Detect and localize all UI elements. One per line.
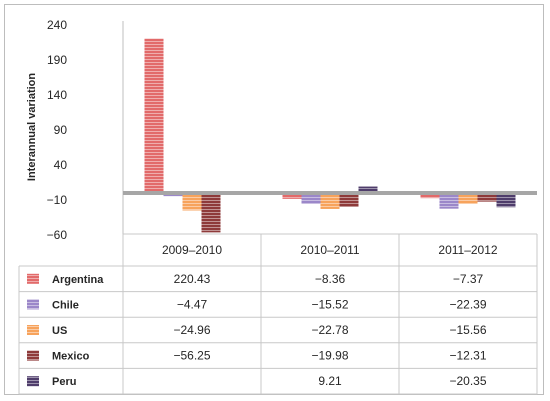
bar-stripes [182,193,202,211]
bar-mexico-2 [477,193,497,202]
legend-label: Chile [52,299,79,311]
legend-label: US [52,325,67,337]
data-label: −19.98 [311,349,348,363]
chart-frame: Interannual variation 240 190 140 90 40 −10 −6… [4,4,544,395]
bar-chart: Interannual variation 240 190 140 90 40 −10 −6… [18,18,538,395]
data-label: −56.25 [173,349,210,363]
bar-stripes [339,193,359,207]
data-label: −15.56 [449,323,486,337]
legend-key-us [27,325,39,335]
legend-key-argentina [27,273,39,284]
legend-swatch-stripes [27,273,39,284]
bar-argentina-2 [420,193,440,199]
bar-stripes [420,193,440,199]
y-axis: 240 190 140 90 40 −10 −60 [47,18,124,242]
legend-key-chile [27,299,39,310]
bar-argentina-1 [282,193,302,199]
data-label: −20.35 [449,374,486,388]
legend-key-peru [27,376,39,387]
legend-key-mexico [27,350,39,361]
data-label: −4.47 [177,297,208,311]
y-tick-label: 90 [54,123,68,137]
y-axis-label: Interannual variation [26,73,38,181]
category-label: 2011–2012 [438,243,498,257]
data-label: −24.96 [173,323,210,337]
bar-stripes [282,193,302,199]
bar-mexico-0 [201,193,221,233]
bar-us-0 [182,193,202,211]
y-tick-label: −10 [47,193,68,207]
category-label: 2009–2010 [162,243,222,257]
bar-stripes [477,193,497,202]
bar-peru-2 [496,193,516,208]
bar-chile-2 [439,193,459,209]
category-label: 2010–2011 [300,243,360,257]
bar-us-2 [458,193,478,204]
data-table: 2009–2010 2010–2011 2011–2012 Argentina 220.… [18,233,538,395]
bar-chile-1 [301,193,321,204]
bar-stripes [144,38,164,193]
data-label: 9.21 [318,374,342,388]
bar-stripes [358,186,378,193]
legend-label: Peru [52,376,76,388]
y-tick-label: 40 [54,158,68,172]
data-label: −15.52 [311,297,348,311]
legend-label: Mexico [52,351,90,363]
data-label: −8.36 [315,272,346,286]
bar-stripes [201,193,221,233]
legend-swatch-stripes [27,325,39,335]
bar-mexico-1 [339,193,359,207]
legend-swatch-stripes [27,350,39,361]
bar-stripes [458,193,478,204]
legend-label: Argentina [52,274,104,286]
legend-swatch-stripes [27,299,39,310]
data-label: −22.78 [311,323,348,337]
y-tick-label: 240 [47,18,67,32]
bar-stripes [439,193,459,209]
bar-stripes [320,193,340,209]
y-tick-label: 190 [47,53,67,67]
y-tick-label: 140 [47,88,67,102]
data-label: −7.37 [453,272,484,286]
data-label: −22.39 [449,297,486,311]
bar-stripes [301,193,321,204]
y-tick-label: −60 [47,228,68,242]
legend-swatch-stripes [27,376,39,387]
bar-peru-1 [358,186,378,193]
bar-stripes [496,193,516,208]
data-label: 220.43 [174,272,211,286]
data-label: −12.31 [449,349,486,363]
bar-us-1 [320,193,340,209]
bars [123,38,537,233]
bar-argentina-0 [144,38,164,193]
